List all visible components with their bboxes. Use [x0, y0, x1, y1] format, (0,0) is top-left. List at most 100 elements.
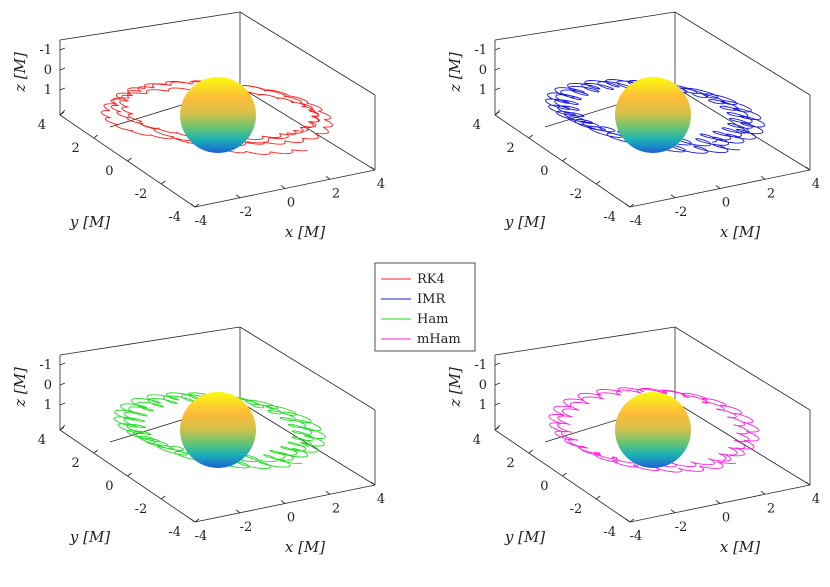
y-tick-label: -4: [603, 525, 616, 540]
box-edge-top-right: [674, 11, 811, 96]
x-tick-label: 2: [332, 501, 340, 516]
y-tick-mark: [194, 518, 200, 523]
x-tick-mark: [625, 203, 631, 208]
legend-entry-label: RK4: [417, 272, 445, 287]
y-tick-label: 4: [473, 118, 481, 133]
y-tick-mark: [528, 134, 533, 139]
z-tick-mark: [494, 402, 501, 406]
box-edge-top-back: [494, 11, 676, 41]
y-tick-label: -4: [168, 525, 181, 540]
x-tick-label: -4: [195, 214, 208, 229]
y-tick-mark: [59, 111, 65, 116]
orbit-trajectory-imr: [544, 79, 766, 154]
x-tick-mark: [280, 500, 286, 504]
z-tick-label: -1: [474, 43, 487, 58]
central-body-sphere: [180, 77, 256, 153]
y-tick-label: 4: [38, 433, 46, 448]
x-tick-label: -4: [630, 214, 643, 229]
z-tick-mark: [59, 402, 66, 406]
x-tick-mark: [625, 518, 631, 523]
y-tick-label: 2: [71, 141, 79, 156]
x-tick-label: -2: [675, 520, 688, 535]
z-tick-label: -1: [39, 358, 52, 373]
y-tick-label: -2: [135, 187, 148, 202]
y-tick-label: -2: [570, 187, 583, 202]
x-tick-mark: [190, 203, 196, 208]
central-body-sphere: [615, 77, 691, 153]
x-tick-mark: [670, 509, 676, 514]
box-edge-top-back: [494, 326, 676, 356]
central-body-sphere: [180, 392, 256, 468]
z-tick-label: -1: [39, 43, 52, 58]
y-tick-label: 0: [105, 479, 113, 494]
box-edge-top-right: [239, 11, 376, 96]
z-tick-mark: [494, 67, 501, 71]
legend-entry-label: IMR: [417, 292, 446, 307]
x-tick-label: 0: [287, 511, 295, 526]
x-tick-mark: [715, 500, 721, 504]
y-tick-mark: [528, 449, 533, 454]
box-edge-base-back-right: [674, 401, 811, 486]
box-edge-top-back: [59, 11, 241, 41]
z-tick-label: 1: [479, 83, 487, 98]
x-tick-mark: [670, 194, 676, 199]
y-tick-mark: [596, 495, 601, 500]
x-tick-mark: [370, 481, 376, 486]
legend: RK4 IMR Ham mHam: [374, 262, 476, 352]
x-tick-mark: [805, 166, 811, 171]
subplot-ham: -1 0 1 z [M] 4 2 0 -2 -4 y [M] -4 -2 0 2 4 x [M]: [11, 326, 385, 556]
x-tick-mark: [370, 166, 376, 171]
y-tick-mark: [59, 426, 65, 431]
z-tick-label: 0: [479, 378, 487, 393]
y-tick-mark: [93, 134, 98, 139]
x-tick-label: 4: [812, 177, 820, 192]
z-tick-mark: [494, 87, 501, 91]
z-tick-label: 0: [44, 63, 52, 78]
x-tick-label: 0: [722, 511, 730, 526]
x-tick-mark: [805, 481, 811, 486]
x-tick-label: 2: [767, 501, 775, 516]
z-axis-label: z [M]: [11, 367, 29, 408]
y-tick-mark: [494, 426, 500, 431]
x-tick-mark: [280, 185, 286, 189]
z-tick-label: -1: [474, 358, 487, 373]
x-tick-label: -4: [195, 529, 208, 544]
z-tick-mark: [59, 382, 66, 386]
y-tick-mark: [194, 203, 200, 208]
z-tick-mark: [59, 87, 66, 91]
legend-entry-label: mHam: [417, 332, 461, 347]
y-tick-label: 0: [540, 164, 548, 179]
y-tick-label: -4: [603, 210, 616, 225]
z-tick-mark: [59, 67, 66, 71]
y-tick-mark: [161, 495, 166, 500]
x-tick-mark: [760, 490, 766, 495]
y-tick-mark: [93, 449, 98, 454]
x-tick-mark: [760, 175, 766, 180]
x-tick-label: 4: [812, 492, 820, 507]
z-tick-label: 1: [44, 398, 52, 413]
box-edge-top-right: [239, 326, 376, 411]
box-edge-base-back-right: [239, 401, 376, 486]
y-tick-label: -4: [168, 210, 181, 225]
z-tick-label: 1: [479, 398, 487, 413]
x-tick-label: 2: [332, 186, 340, 201]
y-tick-label: -2: [570, 502, 583, 517]
y-tick-mark: [562, 472, 567, 477]
z-axis-label: z [M]: [446, 367, 464, 408]
x-tick-mark: [325, 490, 331, 495]
x-tick-label: -2: [240, 520, 253, 535]
y-tick-mark: [629, 518, 635, 523]
y-axis-label: y [M]: [69, 528, 110, 546]
z-axis-label: z [M]: [446, 52, 464, 93]
subplot-mham: -1 0 1 z [M] 4 2 0 -2 -4 y [M] -4 -2 0 2 4 x [M]: [446, 326, 820, 556]
x-tick-label: -2: [675, 205, 688, 220]
z-tick-mark: [494, 47, 501, 51]
y-tick-mark: [127, 472, 132, 477]
legend-entry-label: Ham: [417, 312, 448, 327]
y-tick-label: 2: [506, 456, 514, 471]
y-tick-label: 0: [540, 479, 548, 494]
subplot-imr: -1 0 1 z [M] 4 2 0 -2 -4 y [M] -4 -2 0 2 4 x [M]: [446, 11, 820, 241]
y-axis-label: y [M]: [69, 213, 110, 231]
y-tick-label: 2: [506, 141, 514, 156]
